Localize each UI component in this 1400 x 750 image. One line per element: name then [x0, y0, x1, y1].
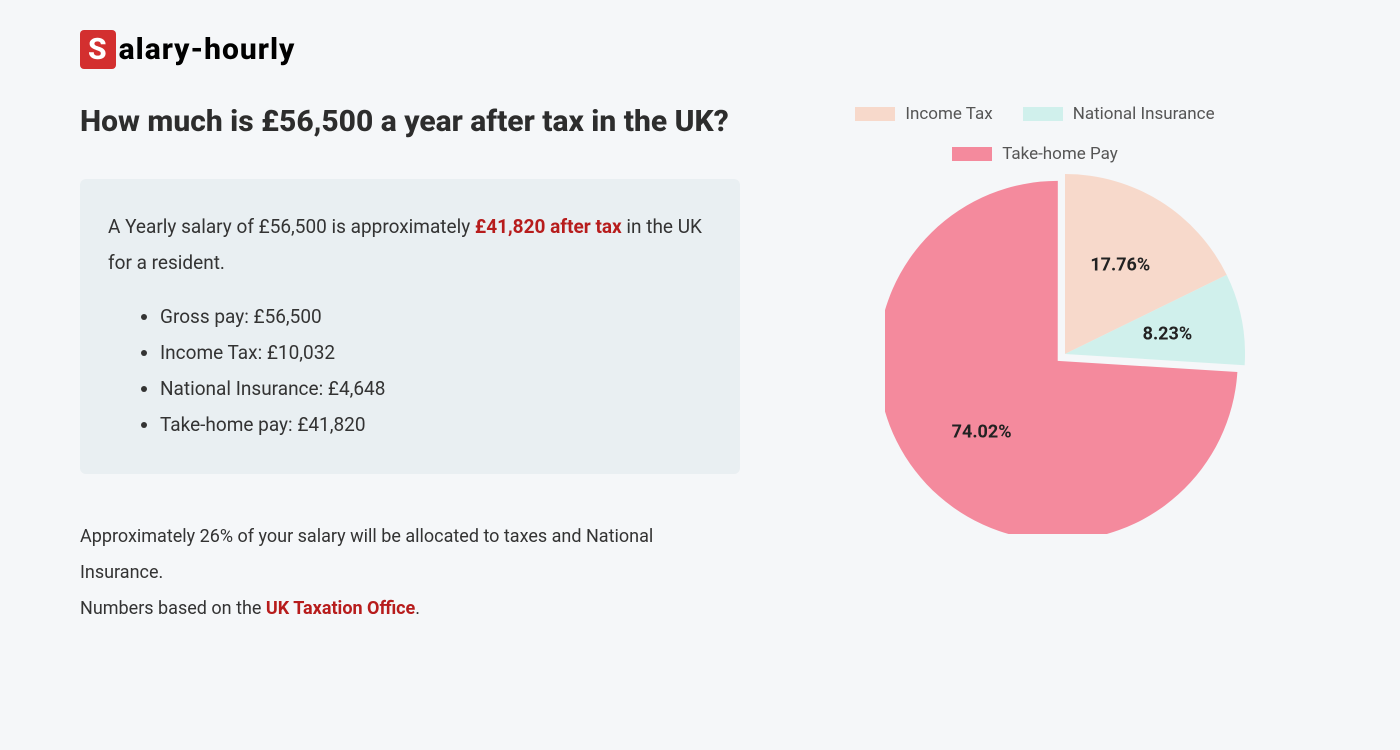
summary-list: Gross pay: £56,500 Income Tax: £10,032 N…	[160, 299, 712, 443]
footer-line2-post: .	[415, 598, 420, 619]
tax-office-link[interactable]: UK Taxation Office	[266, 598, 415, 619]
legend-swatch	[1023, 107, 1063, 121]
summary-list-item: National Insurance: £4,648	[160, 371, 712, 407]
legend-item: National Insurance	[1023, 104, 1215, 124]
chart-legend: Income Tax National Insurance Take-home Pa…	[810, 104, 1260, 164]
right-column: Income Tax National Insurance Take-home Pa…	[810, 104, 1320, 627]
legend-label: National Insurance	[1073, 104, 1215, 124]
pie-pct-label: 17.76%	[1090, 255, 1150, 276]
site-logo: Salary-hourly	[80, 30, 1320, 69]
summary-highlight: £41,820 after tax	[475, 215, 622, 238]
legend-label: Income Tax	[905, 104, 992, 124]
pie-pct-label: 74.02%	[952, 422, 1012, 443]
left-column: How much is £56,500 a year after tax in …	[80, 104, 740, 627]
footer-line1: Approximately 26% of your salary will be…	[80, 526, 653, 583]
summary-lead: A Yearly salary of £56,500 is approximat…	[108, 209, 712, 281]
legend-item: Income Tax	[855, 104, 992, 124]
page-title: How much is £56,500 a year after tax in …	[80, 104, 740, 139]
summary-list-item: Income Tax: £10,032	[160, 335, 712, 371]
footer-text: Approximately 26% of your salary will be…	[80, 519, 740, 627]
logo-initial: S	[80, 30, 116, 69]
summary-list-item: Take-home pay: £41,820	[160, 407, 712, 443]
summary-list-item: Gross pay: £56,500	[160, 299, 712, 335]
pie-svg	[885, 174, 1245, 534]
legend-swatch	[952, 147, 992, 161]
logo-rest: alary-hourly	[119, 32, 296, 67]
legend-label: Take-home Pay	[1002, 144, 1118, 164]
summary-lead-pre: A Yearly salary of £56,500 is approximat…	[108, 215, 475, 238]
pie-pct-label: 8.23%	[1143, 323, 1193, 344]
legend-swatch	[855, 107, 895, 121]
content-row: How much is £56,500 a year after tax in …	[80, 104, 1320, 627]
legend-item: Take-home Pay	[952, 144, 1118, 164]
summary-box: A Yearly salary of £56,500 is approximat…	[80, 179, 740, 474]
footer-line2-pre: Numbers based on the	[80, 598, 266, 619]
pie-chart: 17.76% 8.23% 74.02%	[885, 174, 1245, 534]
